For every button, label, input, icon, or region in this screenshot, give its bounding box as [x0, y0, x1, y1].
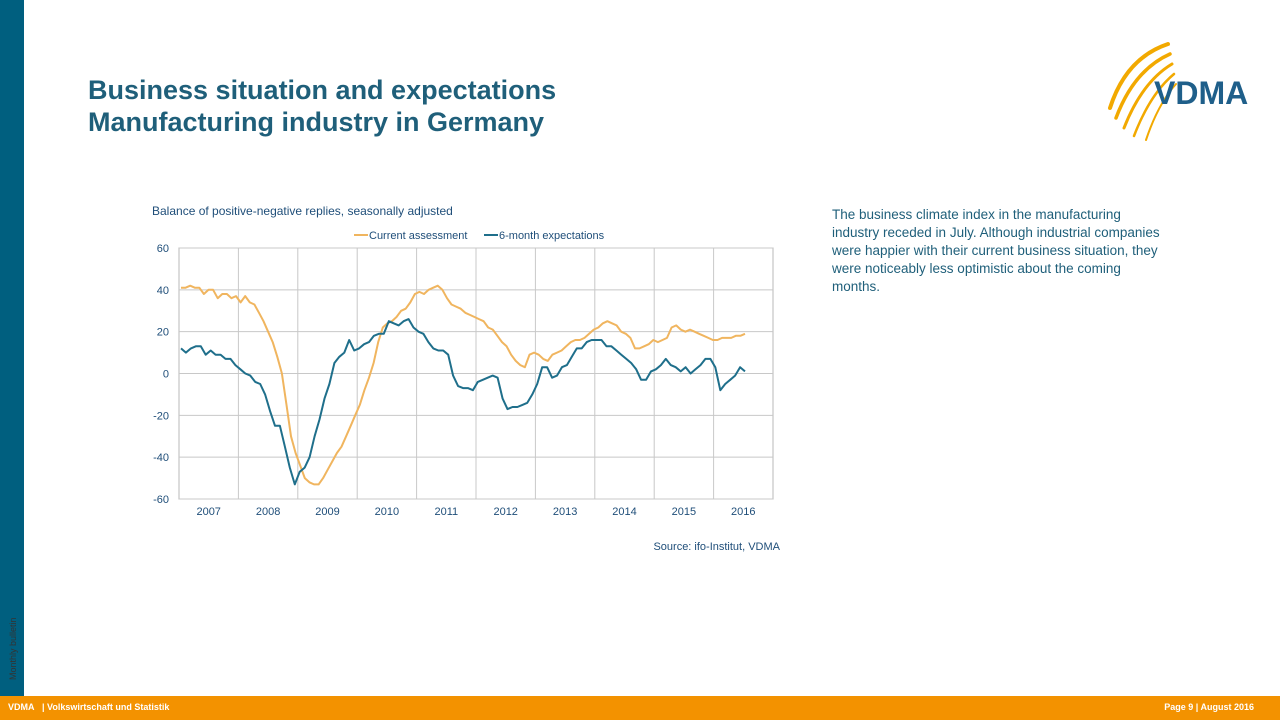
series-line-6-month-expectations: [180, 318, 746, 486]
title-line-2: Manufacturing industry in Germany: [88, 107, 545, 137]
sidebar-stripe: [0, 0, 24, 720]
vdma-logo-text: VDMA: [1154, 75, 1248, 111]
chart-source: Source: ifo-Institut, VDMA: [653, 541, 780, 553]
x-tick-label: 2007: [196, 506, 220, 518]
footer-left: VDMA | Volkswirtschaft und Statistik: [8, 702, 169, 712]
plot-area: 60 40 20 0 -20 -40 -60 2007 2008 2009 2010 2011 2012…: [153, 243, 774, 518]
y-tick-label: -60: [153, 494, 169, 506]
x-tick-label: 2010: [375, 506, 399, 518]
x-tick-label: 2009: [315, 506, 339, 518]
vdma-logo: VDMA: [1108, 42, 1248, 141]
footer-brand: VDMA: [8, 702, 35, 712]
business-climate-chart: Balance of positive-negative replies, se…: [152, 204, 781, 553]
series-line-current-assessment: [181, 284, 746, 486]
chart-legend: Current assessment 6-month expectations: [354, 230, 605, 242]
x-tick-label: 2014: [612, 506, 636, 518]
x-tick-label: 2016: [731, 506, 755, 518]
description-text: The business climate index in the manufa…: [832, 207, 1160, 294]
page-title: Business situation and expectations Manu…: [88, 74, 556, 138]
y-tick-label: -20: [153, 410, 169, 422]
footer-bar: VDMA | Volkswirtschaft und Statistik Pag…: [0, 696, 1280, 720]
footer-department: | Volkswirtschaft und Statistik: [42, 702, 170, 712]
y-tick-label: 40: [157, 285, 169, 297]
x-tick-label: 2015: [672, 506, 696, 518]
chart-title: Balance of positive-negative replies, se…: [152, 204, 453, 218]
footer-page-info: Page 9 | August 2016: [1164, 702, 1254, 712]
x-tick-label: 2008: [256, 506, 280, 518]
x-tick-label: 2013: [553, 506, 577, 518]
y-tick-label: -40: [153, 452, 169, 464]
x-tick-label: 2012: [493, 506, 517, 518]
legend-label-current: Current assessment: [369, 230, 467, 242]
x-tick-label: 2011: [434, 506, 458, 518]
title-line-1: Business situation and expectations: [88, 75, 557, 105]
monthly-bulletin-label: Monthly bulletin: [8, 617, 18, 680]
y-tick-label: 60: [157, 243, 169, 255]
y-tick-label: 20: [157, 327, 169, 339]
legend-label-expectations: 6-month expectations: [499, 230, 605, 242]
y-tick-label: 0: [163, 369, 169, 381]
